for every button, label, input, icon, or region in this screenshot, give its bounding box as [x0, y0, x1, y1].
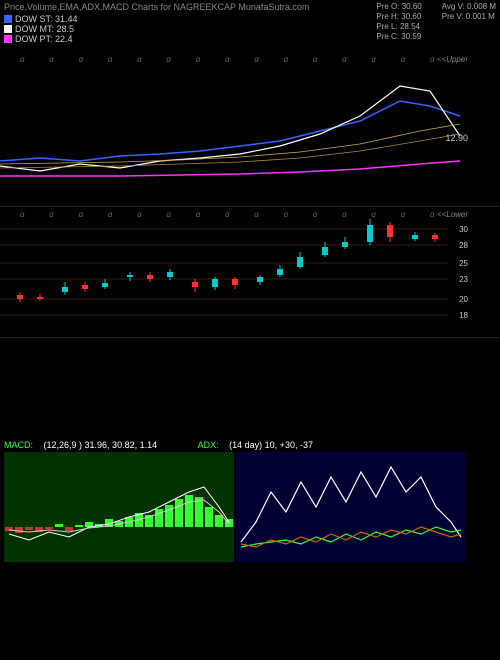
svg-text:ɑ: ɑ: [313, 210, 318, 219]
dow-row: DOW PT: 22.4: [4, 34, 376, 44]
macd-panel: [4, 452, 234, 564]
svg-text:ɑ: ɑ: [166, 55, 171, 64]
svg-text:ɑ: ɑ: [166, 210, 171, 219]
spacer: [0, 338, 500, 438]
svg-text:ɑ: ɑ: [196, 210, 201, 219]
chart-title: Price,Volume,EMA,ADX,MACD Charts for NAG…: [4, 2, 376, 12]
indicator-header: MACD: (12,26,9 ) 31.96, 30.82, 1.14 ADX:…: [0, 438, 500, 452]
svg-text:ɑ: ɑ: [342, 55, 347, 64]
dow-label: DOW ST: 31.44: [15, 14, 78, 24]
dow-label: DOW MT: 28.5: [15, 24, 74, 34]
macd-label: MACD:: [4, 440, 33, 450]
svg-text:ɑ: ɑ: [225, 210, 230, 219]
svg-text:ɑ: ɑ: [137, 210, 142, 219]
ohlc-value: Pre C: 30.59: [376, 32, 421, 41]
svg-text:ɑ: ɑ: [401, 210, 406, 219]
ohlc-value: Pre H: 30.60: [376, 12, 421, 21]
svg-text:ɑ: ɑ: [108, 210, 113, 219]
candle-chart: ɑɑɑɑɑɑɑɑɑɑɑɑɑɑɑ<<Lower302825232018: [0, 207, 500, 338]
svg-text:ɑ: ɑ: [371, 210, 376, 219]
svg-text:ɑ: ɑ: [342, 210, 347, 219]
dow-label: DOW PT: 22.4: [15, 34, 73, 44]
header-left: Price,Volume,EMA,ADX,MACD Charts for NAG…: [4, 2, 376, 44]
svg-text:ɑ: ɑ: [371, 55, 376, 64]
svg-text:ɑ: ɑ: [225, 55, 230, 64]
ohlc-value: Pre O: 30.60: [376, 2, 421, 11]
svg-text:ɑ: ɑ: [313, 55, 318, 64]
header-right: Pre O: 30.60Pre H: 30.60Pre L: 28.54Pre …: [376, 2, 496, 44]
price-chart: ɑɑɑɑɑɑɑɑɑɑɑɑɑɑɑ<<Upper12.90: [0, 46, 500, 207]
header: Price,Volume,EMA,ADX,MACD Charts for NAG…: [0, 0, 500, 46]
pre-ohlc: Pre O: 30.60Pre H: 30.60Pre L: 28.54Pre …: [376, 2, 421, 44]
svg-text:<<Lower: <<Lower: [437, 210, 468, 219]
svg-text:12.90: 12.90: [445, 133, 468, 143]
svg-text:ɑ: ɑ: [79, 210, 84, 219]
svg-text:ɑ: ɑ: [401, 55, 406, 64]
bottom-panels: [0, 452, 500, 564]
svg-text:ɑ: ɑ: [254, 210, 259, 219]
dow-row: DOW MT: 28.5: [4, 24, 376, 34]
svg-text:ɑ: ɑ: [79, 55, 84, 64]
vol-value: Pre V: 0.001 M: [442, 12, 496, 21]
color-swatch: [4, 25, 12, 33]
color-swatch: [4, 15, 12, 23]
svg-text:ɑ: ɑ: [430, 55, 435, 64]
svg-text:ɑ: ɑ: [49, 210, 54, 219]
svg-text:20: 20: [459, 295, 468, 304]
adx-label: ADX:: [198, 440, 219, 450]
svg-text:ɑ: ɑ: [284, 55, 289, 64]
svg-text:ɑ: ɑ: [430, 210, 435, 219]
svg-text:ɑ: ɑ: [196, 55, 201, 64]
svg-text:30: 30: [459, 225, 468, 234]
avg-volume: Avg V: 0.008 MPre V: 0.001 M: [442, 2, 496, 44]
color-swatch: [4, 35, 12, 43]
svg-text:ɑ: ɑ: [108, 55, 113, 64]
ohlc-value: Pre L: 28.54: [376, 22, 421, 31]
svg-text:ɑ: ɑ: [254, 55, 259, 64]
svg-text:<<Upper: <<Upper: [437, 55, 468, 64]
svg-text:ɑ: ɑ: [284, 210, 289, 219]
svg-text:ɑ: ɑ: [137, 55, 142, 64]
vol-value: Avg V: 0.008 M: [442, 2, 496, 11]
svg-text:ɑ: ɑ: [20, 55, 25, 64]
svg-text:ɑ: ɑ: [49, 55, 54, 64]
macd-params: (12,26,9 ) 31.96, 30.82, 1.14: [44, 440, 158, 450]
svg-text:28: 28: [459, 241, 468, 250]
adx-params: (14 day) 10, +30, -37: [229, 440, 313, 450]
svg-text:25: 25: [459, 259, 468, 268]
svg-text:23: 23: [459, 275, 468, 284]
svg-text:ɑ: ɑ: [20, 210, 25, 219]
svg-text:18: 18: [459, 311, 468, 320]
adx-panel: [236, 452, 466, 564]
dow-row: DOW ST: 31.44: [4, 14, 376, 24]
